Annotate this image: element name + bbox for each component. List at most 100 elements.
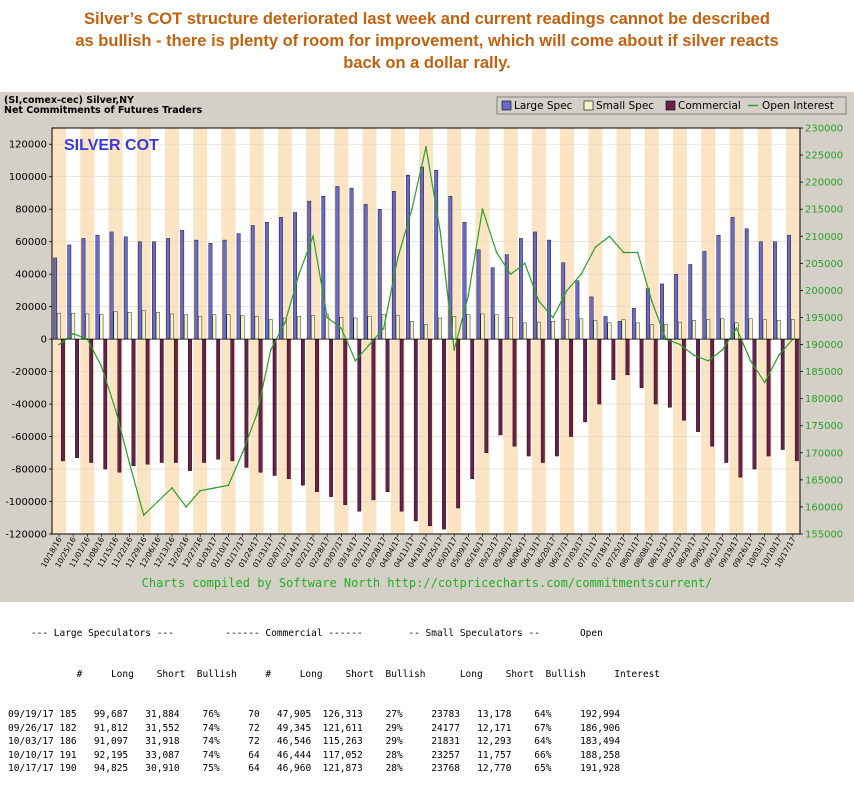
y2-tick-label: 155000: [805, 530, 843, 541]
y2-tick-label: 215000: [805, 205, 843, 216]
cell-ss-bull: 64%: [511, 709, 552, 720]
bar-commercial: [625, 338, 630, 376]
bar-small-spec: [240, 315, 245, 340]
cell-ls-bull: 76%: [179, 709, 220, 720]
point-open-interest: [467, 294, 470, 297]
cell-ls-short: 31,552: [128, 722, 180, 734]
point-open-interest: [128, 462, 131, 465]
cell-c-short: 126,313: [311, 709, 363, 720]
cell-c-n: 72: [219, 722, 260, 734]
cell-ss-bull: 66%: [511, 749, 552, 761]
point-open-interest: [340, 327, 343, 330]
bar-large-spec: [434, 170, 439, 340]
point-open-interest: [566, 289, 569, 292]
cell-ss-long: 24177: [402, 722, 460, 734]
cell-ls-short: 33,087: [128, 749, 180, 761]
bar-commercial: [752, 338, 757, 470]
bar-commercial: [555, 338, 559, 457]
table-row: 10/17/17 190 94,825 30,910 75% 64 46,960…: [8, 762, 660, 776]
cell-ss-long: 23257: [402, 749, 460, 761]
bar-large-spec: [716, 234, 721, 340]
bar-large-spec: [222, 239, 227, 340]
cell-ss-short: 13,178: [459, 709, 512, 720]
point-open-interest: [171, 487, 173, 489]
bar-commercial: [89, 338, 94, 463]
point-open-interest: [255, 414, 258, 416]
bar-large-spec: [123, 236, 128, 340]
bar-large-spec: [391, 191, 396, 340]
bar-small-spec: [353, 317, 358, 340]
y-tick-label: -100000: [5, 497, 47, 508]
y2-tick-label: 180000: [805, 394, 843, 405]
legend-label-small-spec: Small Spec: [596, 100, 654, 112]
cell-c-bull: 29%: [362, 722, 403, 734]
bar-small-spec: [184, 314, 188, 340]
point-open-interest: [636, 251, 639, 254]
bar-commercial: [766, 338, 771, 457]
cell-ls-n: 182: [53, 722, 77, 734]
bar-commercial: [258, 338, 263, 473]
bar-commercial: [639, 338, 644, 389]
point-open-interest: [707, 359, 710, 362]
cell-c-n: 72: [219, 736, 260, 747]
bar-small-spec: [113, 311, 118, 340]
y2-tick-label: 170000: [805, 448, 843, 459]
bar-large-spec: [377, 208, 382, 340]
cell-c-long: 46,444: [259, 749, 312, 761]
legend-swatch-large-spec: [501, 100, 512, 111]
bar-small-spec: [170, 313, 174, 340]
bar-commercial: [357, 338, 362, 512]
bar-small-spec: [311, 315, 315, 340]
cell-c-long: 46,960: [259, 763, 312, 774]
cell-ss-short: 12,293: [459, 736, 512, 747]
bar-commercial: [244, 338, 249, 468]
bar-large-spec: [349, 187, 354, 340]
headline: Silver’s COT structure deteriorated last…: [0, 8, 854, 74]
point-open-interest: [58, 343, 60, 346]
bar-large-spec: [646, 288, 650, 340]
point-open-interest: [410, 208, 413, 211]
bar-large-spec: [490, 267, 495, 340]
point-open-interest: [114, 408, 117, 411]
bar-commercial: [173, 338, 178, 463]
bar-large-spec: [773, 241, 777, 340]
cot-chart: -120000 -100000 -80000 -60000 -40000 -20000 0 2…: [4, 95, 847, 569]
bar-commercial: [428, 338, 432, 527]
point-open-interest: [142, 514, 145, 516]
chart-panel: -120000 -100000 -80000 -60000 -40000 -20000 0 2…: [0, 92, 854, 602]
bar-large-spec: [250, 225, 255, 340]
bar-commercial: [710, 338, 715, 447]
cell-ls-bull: 75%: [179, 763, 220, 774]
bar-small-spec: [254, 316, 259, 340]
point-open-interest: [439, 229, 442, 232]
point-open-interest: [199, 489, 202, 492]
point-open-interest: [735, 327, 738, 330]
cell-c-long: 47,905: [259, 709, 312, 720]
cell-ls-bull: 74%: [179, 722, 220, 734]
cell-c-bull: 27%: [362, 709, 403, 720]
bar-large-spec: [95, 234, 100, 340]
cell-date: 10/10/17: [8, 749, 54, 761]
cell-ls-short: 30,910: [128, 763, 180, 774]
bar-small-spec: [635, 322, 640, 340]
headline-line-3: back on a dollar rally.: [343, 54, 511, 72]
bar-small-spec: [508, 316, 513, 340]
point-open-interest: [495, 251, 498, 254]
point-open-interest: [382, 327, 385, 330]
bar-large-spec: [137, 241, 142, 340]
cell-ss-bull: 64%: [511, 736, 552, 747]
point-open-interest: [777, 354, 780, 357]
cell-c-short: 115,263: [311, 736, 363, 747]
cell-ls-long: 99,687: [76, 709, 129, 720]
cell-ss-bull: 65%: [511, 763, 552, 774]
bar-commercial: [682, 338, 686, 421]
cell-date: 10/03/17: [8, 736, 54, 747]
headline-line-1: Silver’s COT structure deteriorated last…: [84, 10, 770, 28]
point-open-interest: [354, 359, 357, 362]
y-tick-label: -80000: [12, 465, 47, 476]
cell-ls-n: 190: [53, 763, 77, 774]
y-tick-label: -60000: [12, 432, 47, 443]
table-row: 09/26/17 182 91,812 31,552 74% 72 49,345…: [8, 722, 660, 736]
y-tick-label: 120000: [9, 140, 47, 151]
y2-tick-label: 160000: [805, 502, 843, 513]
